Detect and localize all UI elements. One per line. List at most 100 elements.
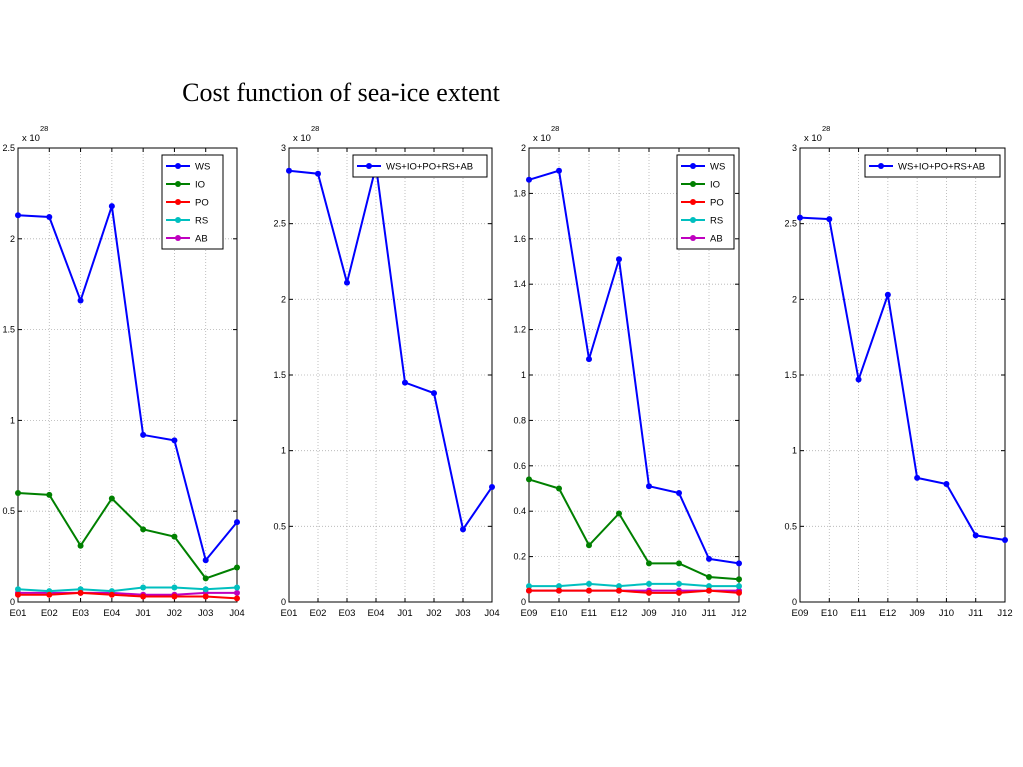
x-tick-label: J01 — [397, 608, 412, 619]
series-line-ab — [18, 591, 237, 596]
x-tick-label: J09 — [641, 608, 656, 619]
data-point — [234, 519, 240, 526]
x-tick-label: E04 — [368, 608, 385, 619]
x-tick-label: J12 — [997, 608, 1012, 619]
x-tick-label: J12 — [731, 608, 746, 619]
data-point — [140, 584, 147, 591]
page-title: Cost function of sea-ice extent — [182, 78, 500, 107]
legend-marker — [175, 217, 181, 223]
x-tick-label: E10 — [551, 608, 568, 619]
chart-panel-2: 0 0.5 1 1.5 2 2.5 3 E01 E02 E03 E04 J01 J02 J03 J04 x 1… — [273, 124, 499, 619]
data-point — [489, 483, 495, 490]
series-line-io — [528, 478, 740, 581]
y-tick-label: 0.8 — [513, 415, 526, 425]
y-tick-label: 0 — [521, 597, 526, 607]
data-point — [526, 476, 532, 483]
data-point — [826, 216, 833, 223]
data-point — [315, 170, 321, 177]
y-tick-label: 0 — [792, 597, 797, 607]
data-point — [77, 589, 84, 596]
y-tick-label: 0.5 — [784, 521, 797, 531]
data-point — [234, 564, 240, 571]
data-point — [15, 212, 21, 219]
data-point — [234, 589, 240, 596]
y-tick-label: 0 — [281, 597, 286, 607]
data-point — [586, 587, 592, 594]
legend-label: AB — [710, 234, 723, 245]
legend-label: IO — [710, 180, 720, 191]
legend-label: PO — [195, 198, 209, 209]
axis-exponent-label: x 10 — [533, 133, 551, 144]
data-point — [646, 589, 652, 596]
axis-exponent-label: x 10 — [22, 133, 40, 144]
data-point — [202, 575, 209, 582]
data-point — [556, 587, 562, 594]
x-tick-label: J10 — [671, 608, 686, 619]
legend-label: PO — [710, 198, 724, 209]
data-point — [202, 593, 209, 600]
legend — [352, 154, 488, 178]
x-tick-label: J01 — [135, 608, 150, 619]
y-tick-label: 1.5 — [784, 370, 797, 380]
y-tick-label: 0.4 — [513, 506, 526, 516]
data-point — [526, 583, 532, 590]
legend-marker — [366, 163, 372, 169]
data-point — [286, 167, 292, 174]
x-tick-label: E11 — [850, 608, 866, 619]
y-tick-label: 1.6 — [513, 234, 526, 244]
data-point — [676, 560, 682, 567]
x-tick-label: E11 — [581, 608, 597, 619]
data-point — [676, 580, 682, 587]
data-point — [736, 576, 742, 583]
x-tick-label: J11 — [968, 608, 983, 619]
y-tick-label: 3 — [792, 143, 797, 153]
data-point — [736, 560, 742, 567]
x-tick-label: E02 — [310, 608, 327, 619]
y-tick-label: 0.5 — [2, 506, 15, 516]
data-point — [431, 390, 437, 397]
y-tick-label: 1 — [281, 446, 286, 456]
legend-marker — [175, 235, 181, 241]
x-tick-label: E01 — [281, 608, 298, 619]
legend-marker — [175, 163, 181, 169]
axis-exponent-power: 28 — [40, 124, 48, 133]
y-tick-label: 2 — [521, 143, 526, 153]
data-point — [46, 491, 53, 498]
series-line-io — [17, 492, 238, 580]
legend-marker — [690, 217, 696, 223]
legend-marker — [690, 181, 696, 187]
series-line-rs — [17, 586, 238, 593]
y-tick-label: 1 — [792, 446, 797, 456]
x-tick-label: J03 — [455, 608, 470, 619]
data-point — [676, 589, 682, 596]
y-tick-label: 2 — [10, 234, 15, 244]
data-point — [943, 480, 950, 487]
y-tick-label: 3 — [281, 143, 286, 153]
legend-marker — [690, 199, 696, 205]
data-point — [616, 256, 622, 263]
x-tick-label: J04 — [229, 608, 244, 619]
legend — [864, 154, 1001, 178]
y-tick-label: 2.5 — [273, 219, 286, 229]
legend-label: IO — [195, 180, 205, 191]
data-point — [234, 584, 240, 591]
series-line-rs — [529, 582, 739, 588]
y-tick-label: 0.6 — [513, 461, 526, 471]
series-line-ws — [528, 169, 740, 565]
data-point — [171, 584, 178, 591]
x-tick-label: J09 — [909, 608, 924, 619]
y-tick-label: 1 — [521, 370, 526, 380]
data-point — [706, 555, 712, 562]
legend-marker — [690, 163, 696, 169]
data-point — [736, 583, 742, 590]
legend-label: RS — [195, 216, 208, 227]
x-tick-label: E02 — [41, 608, 58, 619]
y-tick-label: 0.2 — [513, 552, 526, 562]
legend-marker — [175, 199, 181, 205]
data-point — [402, 379, 408, 386]
data-point — [171, 593, 178, 600]
y-tick-label: 2 — [281, 294, 286, 304]
x-tick-label: J11 — [702, 608, 717, 619]
axis-exponent-power: 28 — [822, 124, 830, 133]
data-point — [140, 526, 147, 533]
